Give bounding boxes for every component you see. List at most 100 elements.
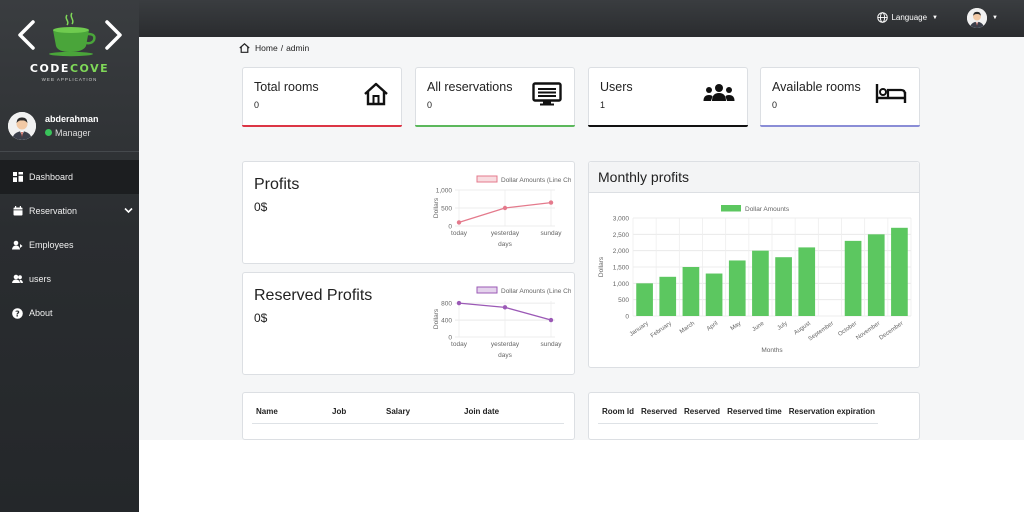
user-menu-dropdown[interactable]: ▼ [967,8,998,28]
stat-title: All reservations [427,80,513,94]
x-tick-label: April [706,321,719,333]
stat-accent-bar [242,124,402,127]
table-header-reservation-expiration[interactable]: Reservation expiration [784,405,879,424]
dashboard-icon [12,172,23,183]
x-tick-label: February [650,321,673,340]
svg-text:?: ? [15,309,20,318]
x-tick-label: December [878,321,904,342]
data-point [502,205,508,211]
employees-table: Name Job Salary Join date [252,405,564,424]
x-tick-label: sunday [541,341,563,348]
x-tick-label: January [629,321,650,338]
user-profile: abderahman Manager [0,100,139,152]
x-tick-label: yesterday [491,341,520,348]
y-tick-label: 400 [441,318,452,325]
stat-title: Total rooms [254,80,319,94]
stat-value: 1 [600,100,606,110]
list-screen-icon [532,82,562,106]
stat-title: Available rooms [772,80,861,94]
table-header-name[interactable]: Name [252,405,328,424]
monthly-profits-title: Monthly profits [598,169,690,185]
sidebar: CODECOVE WEB APPLICATION abderahman Mana… [0,0,139,512]
brand-name: CODECOVE [29,62,110,75]
calendar-icon [12,206,23,217]
caret-down-icon: ▼ [992,15,998,21]
avatar [967,8,988,28]
bar [867,234,885,316]
y-tick-label: 2,000 [613,248,630,255]
sidebar-item-users[interactable]: users [0,262,139,296]
x-tick-label: August [793,321,812,337]
stat-accent-bar [415,124,575,127]
bar [752,250,769,316]
bar [682,267,700,316]
table-header-reserved[interactable]: Reserved [637,405,681,424]
sidebar-item-about[interactable]: ? About [0,296,139,330]
y-axis-label: Dollars [598,256,605,277]
x-axis-label: days [498,241,512,248]
table-header-reserved-time[interactable]: Reserved time [723,405,785,424]
table-header-join-date[interactable]: Join date [460,405,564,424]
table-header-reserved-2[interactable]: Reserved [680,405,724,424]
y-tick-label: 0 [448,335,452,342]
x-tick-label: November [855,321,881,342]
stat-value: 0 [772,100,778,110]
question-circle-icon: ? [12,307,23,319]
brand-logo[interactable]: CODECOVE WEB APPLICATION [0,0,139,100]
reserved-profits-line-chart: Dollar Amounts (Line Chart) 0 400 800 today y… [433,286,571,359]
online-status-dot [45,129,52,136]
monthly-profits-header: Monthly profits [589,162,919,193]
bar [844,240,862,316]
bed-icon [875,84,907,103]
y-tick-label: 2,500 [613,232,630,239]
reserved-profits-card: Reserved Profits 0$ Dollar Amounts (Line… [242,272,575,375]
data-point [548,200,554,205]
sidebar-item-employees[interactable]: Employees [0,228,139,262]
table-header-room-id[interactable]: Room Id [598,405,637,424]
table-header-job[interactable]: Job [328,405,382,424]
chevron-down-icon[interactable] [124,206,133,216]
y-axis-label: Dollars [433,197,440,218]
globe-icon [877,12,889,23]
x-tick-label: September [808,321,835,343]
users-icon [12,274,23,285]
house-icon [364,82,388,106]
stat-card-all-reservations: All reservations 0 [415,67,575,127]
table-header-salary[interactable]: Salary [382,405,460,424]
reserved-profits-value: 0$ [254,311,268,325]
bar [636,283,653,316]
profile-role: Manager [45,128,99,138]
bar [705,273,723,316]
stat-accent-bar [760,124,920,127]
bar [659,276,677,316]
y-tick-label: 500 [441,206,452,213]
x-tick-label: October [837,321,858,338]
x-tick-label: sunday [541,230,563,237]
avatar [8,111,36,140]
x-tick-label: May [730,321,743,332]
x-tick-label: today [451,341,468,348]
main-content: Home / admin Total rooms 0 All reservati… [139,37,1024,440]
stat-value: 0 [254,100,260,110]
stat-card-available-rooms: Available rooms 0 [760,67,920,127]
legend-label: Dollar Amounts (Line Chart) [501,288,571,295]
coffee-cup-logo-icon [17,12,122,57]
legend-label: Dollar Amounts (Line Chart) [501,177,571,184]
y-tick-label: 1,000 [613,281,630,288]
sidebar-item-reservation[interactable]: Reservation [0,194,139,228]
bar [891,227,908,316]
sidebar-item-dashboard[interactable]: Dashboard [0,160,139,194]
data-point [456,220,462,225]
breadcrumb-home[interactable]: Home [255,43,278,53]
y-axis-label: Dollars [433,308,440,329]
language-dropdown[interactable]: Language ▼ [877,12,938,23]
y-tick-label: 500 [618,297,629,304]
bar [798,247,816,316]
stat-title: Users [600,80,633,94]
sidebar-nav: Dashboard Reservation Employees users [0,160,139,330]
breadcrumb: Home / admin [239,43,309,53]
reserved-profits-title: Reserved Profits [254,287,373,304]
y-tick-label: 1,500 [613,265,630,272]
y-tick-label: 0 [448,224,452,231]
rooms-table: Room Id Reserved Reserved Reserved time … [598,405,879,424]
